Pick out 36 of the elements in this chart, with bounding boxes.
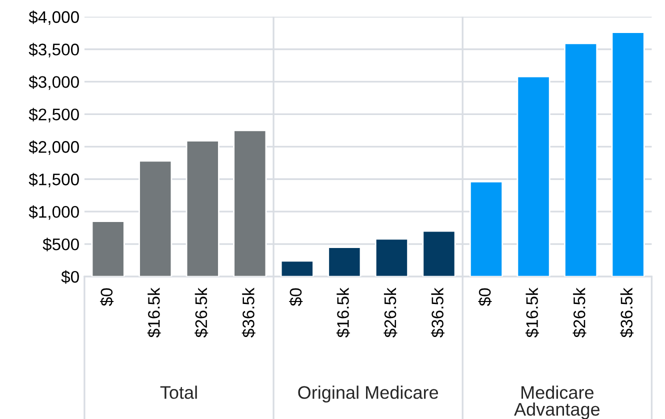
bar <box>422 230 456 277</box>
y-tick-label: $3,500 <box>28 42 79 58</box>
x-tick-label: $36.5k <box>620 288 634 338</box>
bar <box>374 238 408 277</box>
y-tick-label: $0 <box>61 270 79 284</box>
bar <box>233 130 267 277</box>
y-tick-label: $1,500 <box>28 172 79 188</box>
x-tick-label: $16.5k <box>147 288 161 338</box>
bar <box>91 220 125 277</box>
text: Medicare Advantage <box>514 386 600 419</box>
x-tick-label: $16.5k <box>336 288 350 338</box>
x-tick-label: $26.5k <box>194 288 208 338</box>
bar <box>280 260 314 277</box>
x-tick-label: $36.5k <box>430 288 444 338</box>
x-tick-label: $0 <box>478 288 492 306</box>
x-tick-label: $0 <box>100 288 114 306</box>
y-tick-label: $3,000 <box>28 75 79 90</box>
y-tick-label: $2,500 <box>28 108 79 122</box>
bar <box>328 246 362 277</box>
x-tick-label: $0 <box>289 288 303 306</box>
bar <box>564 42 598 277</box>
bar <box>611 32 645 277</box>
x-tick-label: $26.5k <box>572 288 586 338</box>
x-tick-label: $36.5k <box>242 288 256 338</box>
bar <box>138 160 172 277</box>
y-tick-label: $2,000 <box>28 140 79 155</box>
x-tick-label: $26.5k <box>384 288 398 338</box>
x-tick-label: $16.5k <box>525 288 539 338</box>
bar <box>469 181 504 277</box>
text: Original Medicare <box>298 386 438 402</box>
y-tick-label: $4,000 <box>28 10 79 25</box>
y-tick-label: $500 <box>42 238 79 252</box>
bar <box>186 140 220 277</box>
bar <box>516 76 550 277</box>
y-tick-label: $1,000 <box>28 205 79 220</box>
text: Total <box>160 386 197 399</box>
